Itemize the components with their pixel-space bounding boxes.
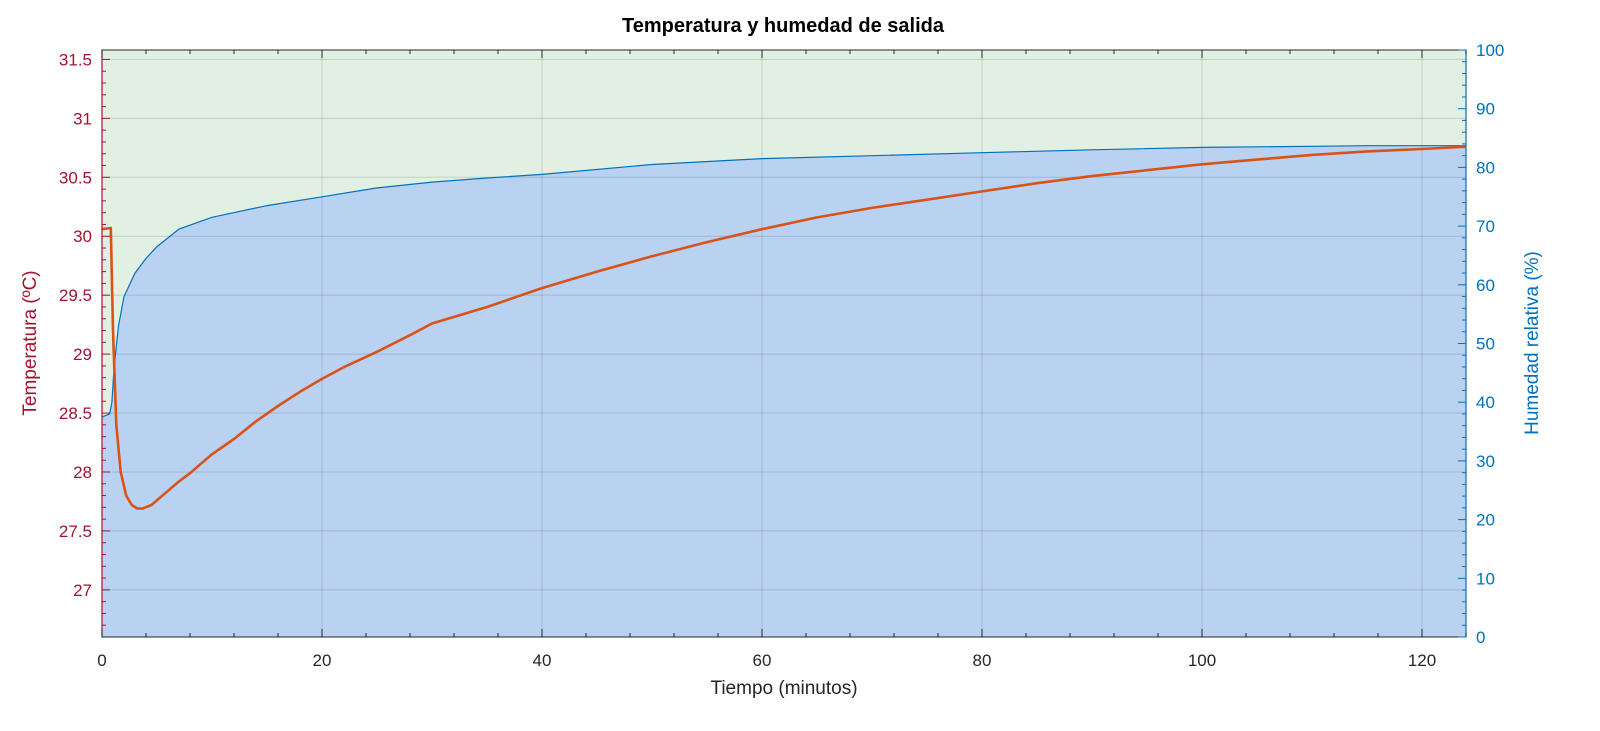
x-tick-label: 80 — [973, 651, 992, 670]
chart-title: Temperatura y humedad de salida — [622, 15, 945, 37]
temperature-line — [101, 145, 1467, 510]
humidity-area — [102, 145, 1466, 637]
y-right-tick-label: 90 — [1476, 100, 1495, 119]
y-left-tick-label: 27 — [73, 581, 92, 600]
y-right-tick-labels: 0 10 20 30 40 50 60 70 80 90 100 — [1476, 41, 1504, 647]
x-tick-labels: 0 20 40 60 80 100 120 — [97, 651, 1436, 670]
y-right-tick-label: 50 — [1476, 335, 1495, 354]
y-right-tick-label: 100 — [1476, 41, 1504, 60]
y-right-tick-label: 80 — [1476, 158, 1495, 177]
x-tick-label: 120 — [1408, 651, 1436, 670]
x-tick-label: 20 — [313, 651, 332, 670]
y-left-tick-label: 30 — [73, 227, 92, 246]
y-left-tick-label: 29.5 — [59, 286, 92, 305]
y-right-tick-label: 60 — [1476, 276, 1495, 295]
y-right-tick-label: 10 — [1476, 569, 1495, 588]
y-left-tick-label: 28.5 — [59, 404, 92, 423]
y-right-axis-label: Humedad relativa (%) — [1522, 251, 1543, 435]
y-right-tick-label: 40 — [1476, 393, 1495, 412]
y-left-tick-label: 31 — [73, 109, 92, 128]
y-left-tick-label: 30.5 — [59, 168, 92, 187]
axis-ticks — [101, 49, 1467, 638]
y-left-tick-label: 27.5 — [59, 522, 92, 541]
x-tick-label: 0 — [97, 651, 106, 670]
x-axis-label: Tiempo (minutos) — [710, 678, 857, 699]
y-right-tick-label: 0 — [1476, 628, 1485, 647]
grid-lines — [101, 50, 1466, 637]
x-tick-label: 60 — [753, 651, 772, 670]
x-tick-label: 100 — [1188, 651, 1216, 670]
y-right-tick-label: 20 — [1476, 511, 1495, 530]
y-left-axis-label: Temperatura (ºC) — [20, 270, 41, 415]
y-right-tick-label: 70 — [1476, 217, 1495, 236]
y-left-tick-label: 29 — [73, 345, 92, 364]
humidity-line — [101, 145, 1466, 418]
y-left-tick-label: 28 — [73, 463, 92, 482]
x-tick-label: 40 — [533, 651, 552, 670]
y-right-tick-label: 30 — [1476, 452, 1495, 471]
y-left-tick-labels: 27 27.5 28 28.5 29 29.5 30 30.5 31 31.5 — [59, 50, 92, 600]
y-left-tick-label: 31.5 — [59, 50, 92, 69]
